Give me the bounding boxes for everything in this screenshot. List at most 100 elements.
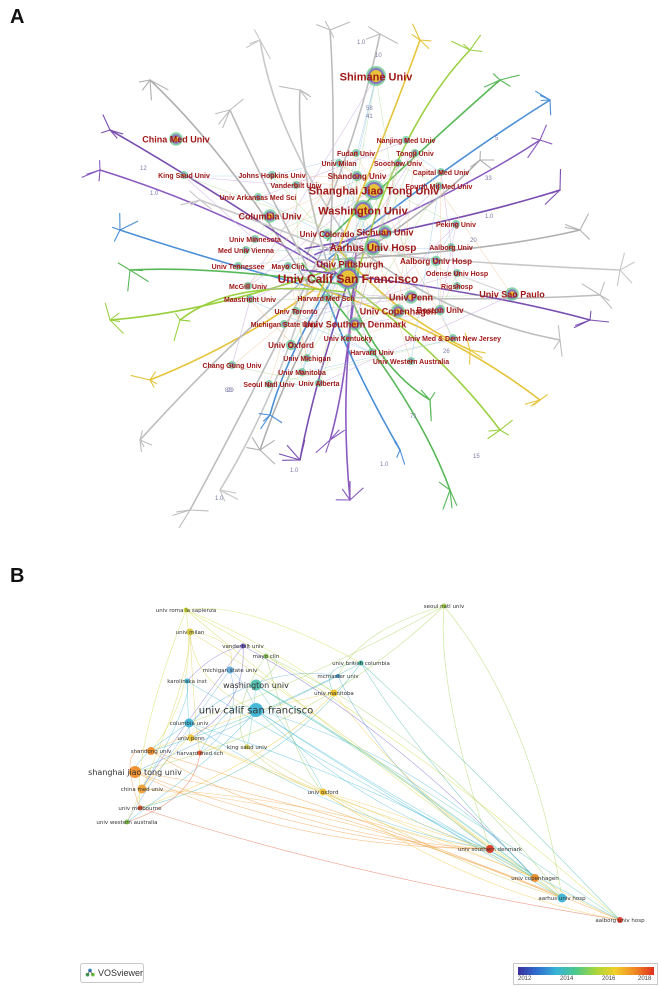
network-node[interactable] bbox=[184, 678, 190, 684]
network-link bbox=[249, 294, 513, 301]
network-twig bbox=[325, 439, 331, 453]
vosviewer-badge[interactable]: VOSviewer bbox=[80, 963, 144, 983]
network-twig bbox=[396, 449, 401, 458]
scale-tick-label: 2018 bbox=[638, 976, 652, 982]
network-link bbox=[249, 232, 386, 301]
network-node[interactable] bbox=[184, 718, 194, 728]
network-node[interactable] bbox=[319, 788, 327, 796]
network-node[interactable] bbox=[244, 744, 250, 750]
network-node bbox=[364, 180, 384, 200]
network-twig bbox=[375, 33, 381, 53]
institution-label: King Saud Univ bbox=[158, 173, 210, 180]
network-link bbox=[326, 234, 373, 354]
network-link bbox=[295, 185, 303, 374]
network-node[interactable] bbox=[617, 917, 623, 923]
network-node[interactable] bbox=[557, 893, 567, 903]
network-node[interactable] bbox=[249, 703, 263, 717]
network-node[interactable] bbox=[263, 653, 269, 659]
network-node bbox=[348, 317, 362, 331]
network-twig bbox=[412, 23, 421, 41]
network-twig bbox=[368, 26, 381, 35]
institution-label: Univ Minnesota bbox=[229, 237, 281, 244]
network-link bbox=[246, 684, 257, 748]
network-node[interactable] bbox=[486, 845, 494, 853]
edge-number: 5 bbox=[495, 136, 499, 142]
institution-label: Rigshosp bbox=[441, 284, 473, 291]
network-link bbox=[183, 175, 297, 187]
network-twig bbox=[483, 79, 501, 88]
network-twig bbox=[619, 261, 635, 271]
network-link bbox=[190, 737, 491, 850]
network-link bbox=[189, 631, 491, 850]
network-node[interactable] bbox=[330, 689, 338, 697]
network-link bbox=[255, 709, 563, 899]
network-node bbox=[434, 304, 446, 316]
network-twig bbox=[589, 310, 592, 321]
network-node[interactable] bbox=[358, 660, 364, 666]
network-node[interactable] bbox=[186, 628, 194, 636]
network-twig bbox=[259, 39, 271, 60]
institution-label: univ southern denmark bbox=[458, 847, 523, 853]
network-link bbox=[442, 605, 491, 850]
network-twig bbox=[329, 21, 351, 31]
network-node[interactable] bbox=[197, 750, 203, 756]
institution-label: Shanghai Jiao Tong Univ bbox=[309, 185, 440, 197]
network-twig bbox=[259, 449, 276, 465]
network-twig bbox=[189, 509, 209, 512]
network-link bbox=[360, 662, 621, 921]
scale-tick-label: 2012 bbox=[518, 976, 532, 982]
network-link bbox=[134, 771, 563, 899]
network-node[interactable] bbox=[147, 747, 155, 755]
network-link bbox=[247, 153, 416, 288]
network-node bbox=[254, 193, 262, 201]
network-node[interactable] bbox=[250, 679, 262, 691]
network-branch bbox=[149, 79, 311, 288]
network-twig bbox=[129, 269, 144, 272]
network-node[interactable] bbox=[137, 784, 147, 794]
network-twig bbox=[109, 129, 124, 135]
network-link bbox=[360, 662, 536, 879]
network-node bbox=[228, 361, 236, 369]
institution-label: McGill Univ bbox=[229, 284, 267, 291]
network-link bbox=[322, 791, 621, 921]
institution-label: Univ Copenhagen bbox=[360, 307, 437, 317]
network-node[interactable] bbox=[124, 819, 130, 825]
network-node[interactable] bbox=[441, 603, 447, 609]
network-node[interactable] bbox=[240, 643, 246, 649]
network-link bbox=[139, 692, 335, 809]
network-twig bbox=[173, 319, 181, 342]
panel-b-labels: univ roma la sapienza univ milan seoul nat… bbox=[88, 604, 645, 924]
institution-label: Univ Oxford bbox=[268, 341, 314, 350]
network-twig bbox=[111, 226, 121, 231]
network-link bbox=[326, 234, 437, 263]
network-link bbox=[237, 266, 349, 280]
network-branch bbox=[304, 189, 561, 250]
network-twig bbox=[316, 23, 331, 31]
network-branch bbox=[219, 260, 317, 491]
network-node[interactable] bbox=[226, 666, 234, 674]
network-node[interactable] bbox=[336, 674, 340, 678]
network-link bbox=[134, 771, 491, 850]
network-link bbox=[246, 746, 324, 793]
network-node[interactable] bbox=[129, 766, 141, 778]
network-node[interactable] bbox=[531, 874, 539, 882]
network-link bbox=[185, 609, 621, 921]
network-link bbox=[301, 210, 364, 374]
institution-label: karolinska inst bbox=[167, 679, 207, 685]
network-link bbox=[185, 608, 362, 664]
network-node[interactable] bbox=[187, 734, 195, 742]
network-twig bbox=[442, 489, 451, 510]
network-node[interactable] bbox=[183, 607, 189, 613]
institution-label: Chang Gung Univ bbox=[202, 363, 261, 370]
network-link bbox=[318, 76, 377, 385]
network-node[interactable] bbox=[137, 805, 143, 811]
network-twig bbox=[269, 414, 283, 424]
network-node bbox=[404, 290, 418, 304]
network-twig bbox=[149, 371, 157, 381]
network-link bbox=[249, 299, 308, 360]
network-link bbox=[126, 752, 201, 823]
network-twig bbox=[464, 332, 471, 351]
network-link bbox=[265, 655, 563, 899]
network-branch bbox=[329, 29, 334, 255]
edge-number: 1.0 bbox=[485, 214, 494, 220]
